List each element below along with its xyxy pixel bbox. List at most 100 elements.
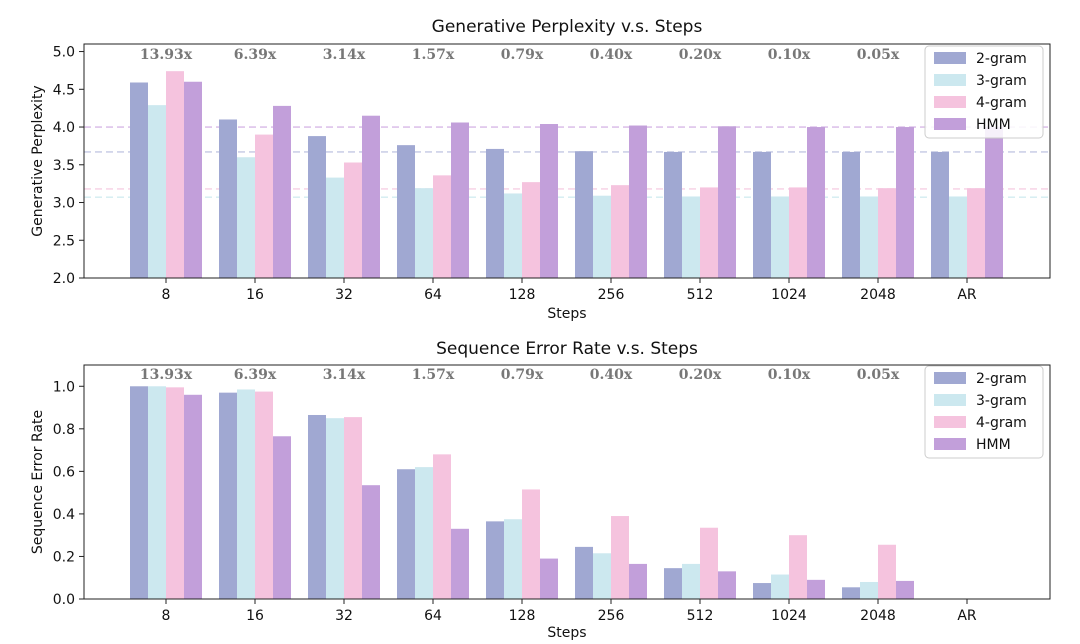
- bar-HMM-512: [718, 571, 736, 599]
- legend-swatch-2-gram: [934, 52, 966, 64]
- y-axis-label: Generative Perplexity: [30, 85, 46, 236]
- bar-2-gram-128: [486, 521, 504, 599]
- bar-3-gram-128: [504, 519, 522, 599]
- bar-HMM-2048: [896, 127, 914, 278]
- x-tick-label: 256: [598, 608, 625, 624]
- y-tick-label: 0.2: [53, 549, 75, 565]
- bar-3-gram-512: [682, 563, 700, 599]
- y-tick-label: 1.0: [53, 379, 75, 395]
- bar-HMM-2048: [896, 580, 914, 599]
- bar-4-gram-512: [700, 187, 718, 278]
- bar-3-gram-128: [504, 193, 522, 278]
- bar-4-gram-8: [166, 387, 184, 599]
- x-tick-label: 8: [162, 287, 171, 303]
- bar-3-gram-256: [593, 195, 611, 278]
- speedup-ratio-label: 0.10x: [768, 47, 811, 63]
- legend-label-3-gram: 3-gram: [976, 73, 1027, 89]
- legend-swatch-3-gram: [934, 74, 966, 86]
- bar-3-gram-2048: [860, 196, 878, 278]
- bar-4-gram-256: [611, 185, 629, 278]
- legend-swatch-4-gram: [934, 96, 966, 108]
- bar-3-gram-1024: [771, 574, 789, 599]
- bar-2-gram-16: [219, 392, 237, 599]
- y-tick-label: 4.5: [53, 82, 75, 98]
- bar-4-gram-2048: [878, 544, 896, 599]
- x-axis-label: Steps: [547, 625, 586, 641]
- speedup-ratio-label: 0.79x: [501, 367, 544, 383]
- bar-HMM-32: [362, 485, 380, 599]
- x-tick-label: 256: [598, 287, 625, 303]
- legend-label-4-gram: 4-gram: [976, 95, 1027, 111]
- bar-HMM-16: [273, 436, 291, 599]
- bar-4-gram-8: [166, 71, 184, 278]
- speedup-ratio-label: 0.10x: [768, 367, 811, 383]
- bar-4-gram-1024: [789, 535, 807, 599]
- speedup-ratio-label: 1.57x: [412, 367, 455, 383]
- bar-4-gram-128: [522, 182, 540, 278]
- x-tick-label: 64: [424, 608, 442, 624]
- y-tick-label: 2.0: [53, 271, 75, 287]
- plot-frame: [83, 43, 1051, 279]
- bar-4-gram-32: [344, 162, 362, 278]
- legend-swatch-4-gram: [934, 416, 966, 428]
- y-tick-label: 0.8: [53, 422, 75, 438]
- bar-3-gram-64: [415, 188, 433, 278]
- bar-2-gram-1024: [753, 583, 771, 599]
- x-tick-label: 64: [424, 287, 442, 303]
- speedup-ratio-label: 0.20x: [679, 47, 722, 63]
- bar-HMM-512: [718, 126, 736, 278]
- bar-2-gram-512: [664, 568, 682, 599]
- x-tick-label: 512: [687, 608, 714, 624]
- legend-label-HMM: HMM: [976, 117, 1011, 133]
- bar-2-gram-2048: [842, 587, 860, 599]
- legend-swatch-HMM: [934, 118, 966, 130]
- x-tick-label: 512: [687, 287, 714, 303]
- x-tick-label: 32: [335, 287, 353, 303]
- x-tick-label: 32: [335, 608, 353, 624]
- bar-HMM-128: [540, 558, 558, 599]
- bar-HMM-32: [362, 115, 380, 278]
- chart-title: Generative Perplexity v.s. Steps: [432, 17, 703, 37]
- legend-label-2-gram: 2-gram: [976, 51, 1027, 67]
- y-axis-label: Sequence Error Rate: [30, 410, 46, 554]
- x-tick-label: 16: [246, 608, 264, 624]
- bar-4-gram-128: [522, 489, 540, 599]
- legend-swatch-2-gram: [934, 372, 966, 384]
- legend-swatch-3-gram: [934, 394, 966, 406]
- bar-3-gram-1024: [771, 196, 789, 278]
- bar-3-gram-16: [237, 389, 255, 599]
- bar-4-gram-256: [611, 516, 629, 599]
- legend-box: [924, 45, 1044, 139]
- y-tick-label: 3.0: [53, 196, 75, 212]
- y-tick-label: 4.0: [53, 120, 75, 136]
- bar-2-gram-16: [219, 119, 237, 278]
- bar-2-gram-AR: [931, 151, 949, 278]
- bar-3-gram-512: [682, 196, 700, 278]
- x-tick-label: 8: [162, 608, 171, 624]
- y-tick-label: 5.0: [53, 45, 75, 61]
- x-tick-label: 2048: [860, 608, 896, 624]
- bar-HMM-16: [273, 105, 291, 278]
- plot-frame: [83, 364, 1051, 600]
- bar-HMM-128: [540, 124, 558, 278]
- bar-3-gram-16: [237, 157, 255, 278]
- y-tick-label: 2.5: [53, 233, 75, 249]
- bar-4-gram-64: [433, 175, 451, 278]
- legend-label-2-gram: 2-gram: [976, 371, 1027, 387]
- bar-2-gram-32: [308, 414, 326, 599]
- x-tick-label: AR: [957, 608, 977, 624]
- bar-4-gram-16: [255, 134, 273, 278]
- bar-2-gram-8: [130, 82, 148, 279]
- bar-4-gram-1024: [789, 187, 807, 278]
- y-tick-label: 3.5: [53, 158, 75, 174]
- bar-2-gram-1024: [753, 151, 771, 278]
- speedup-ratio-label: 0.79x: [501, 47, 544, 63]
- bar-HMM-64: [451, 528, 469, 599]
- x-tick-label: 1024: [771, 608, 807, 624]
- legend-box: [924, 365, 1044, 459]
- x-tick-label: AR: [957, 287, 977, 303]
- x-tick-label: 2048: [860, 287, 896, 303]
- legend-label-4-gram: 4-gram: [976, 415, 1027, 431]
- x-tick-label: 1024: [771, 287, 807, 303]
- x-tick-label: 128: [509, 608, 536, 624]
